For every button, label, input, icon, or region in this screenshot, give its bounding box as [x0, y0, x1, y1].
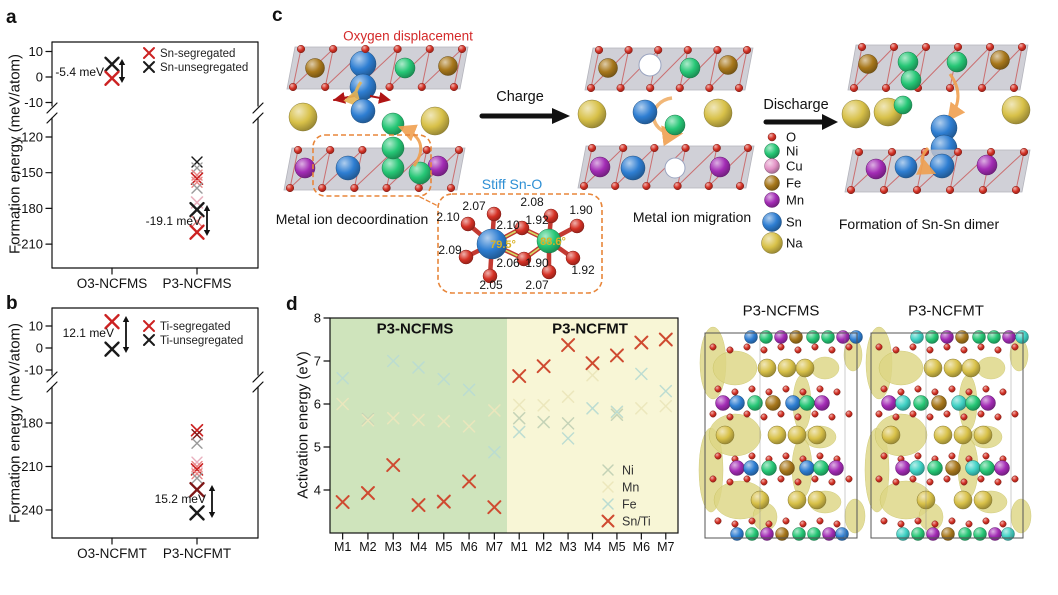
x-tick-label: M3 — [559, 540, 576, 554]
caption-metal-ion-migration: Metal ion migration — [632, 209, 752, 225]
legend-label: Cu — [786, 159, 803, 174]
legend-label: Sn-unsegregated — [160, 62, 248, 74]
y-tick-label: -210 — [17, 237, 43, 252]
legend-label: Fe — [786, 176, 801, 191]
legend-label: Fe — [622, 498, 637, 512]
legend-label: Mn — [622, 481, 639, 495]
bond-length-label: 2.06 — [496, 256, 520, 270]
annotation-delta-a2: -19.1 meV — [145, 214, 201, 228]
x-tick-label: O3-NCFMS — [77, 276, 148, 291]
caption-charge: Charge — [496, 89, 544, 105]
annotation-delta-b2: 15.2 meV — [154, 492, 206, 506]
y-tick-label: -240 — [17, 503, 43, 518]
x-tick-label: M1 — [334, 540, 351, 554]
legend-label: Sn/Ti — [622, 515, 651, 529]
panel-a-label: a — [6, 7, 17, 28]
legend-label: O — [786, 130, 796, 145]
bond-length-label: 2.10 — [496, 218, 520, 232]
x-tick-label: M7 — [486, 540, 503, 554]
x-tick-label: M7 — [657, 540, 674, 554]
bond-length-label: 2.05 — [479, 278, 503, 292]
panel-d-label: d — [286, 294, 298, 315]
group-title-p3-ncfmt: P3-NCFMT — [552, 320, 628, 338]
x-tick-label: M4 — [410, 540, 427, 554]
bond-length-label: 2.09 — [438, 243, 462, 257]
caption-stiff-sn-o: Stiff Sn-O — [481, 176, 543, 192]
y-tick-label: 10 — [29, 44, 43, 59]
charge-density-cell — [698, 326, 866, 541]
charge-density-cell — [864, 326, 1032, 541]
y-tick-label: -120 — [17, 130, 43, 145]
caption-metal-ion-decoordination: Metal ion decoordination — [275, 211, 429, 227]
bond-length-label: 1.92 — [525, 213, 549, 227]
y-tick-label: -150 — [17, 165, 43, 180]
panel-c-label: c — [272, 5, 283, 26]
panel-b-plot: 10 0 -10 -180 -210 -240 O3-NCFMT P3-NCFMT Ti-seg… — [17, 307, 264, 561]
y-tick-label: -180 — [17, 201, 43, 216]
panel-a-ylabel: Formation energy (meV/atom) — [6, 53, 24, 255]
y-tick-label: -180 — [17, 416, 43, 431]
group-title-p3-ncfms: P3-NCFMS — [376, 320, 454, 338]
y-tick-label: 6 — [314, 397, 321, 412]
x-tick-label: P3-NCFMT — [163, 546, 231, 561]
x-tick-label: P3-NCFMS — [162, 276, 231, 291]
structure-title-p3-ncfmt: P3-NCFMT — [908, 302, 984, 320]
x-tick-label: M4 — [584, 540, 601, 554]
y-tick-label: -210 — [17, 459, 43, 474]
y-tick-label: -10 — [24, 363, 43, 378]
legend-label: Mn — [786, 193, 804, 208]
legend-label: Na — [786, 236, 803, 251]
bond-length-label: 1.92 — [571, 263, 595, 277]
panel-c-structures — [283, 42, 1031, 214]
stiff-sn-o-inset: 2.102.07 2.081.902.10 1.922.092.06 1.90 1.92… — [436, 193, 603, 294]
x-tick-label: O3-NCFMT — [77, 546, 147, 561]
panel-d-plot: 4 5 6 7 8 M1 M2 M3 M4 M5 M6 M7 M1 M2 M3 M4 M5 M6 M7 Ni Mn Fe S… — [314, 311, 679, 554]
y-tick-label: -10 — [24, 95, 43, 110]
caption-oxygen-displacement: Oxygen displacement — [343, 28, 473, 44]
bond-angle-label: 88.6° — [540, 236, 566, 248]
panel-d-ylabel: Activation energy (eV) — [294, 351, 312, 499]
legend-label: Ti-unsegregated — [160, 335, 243, 347]
x-tick-label: M5 — [435, 540, 452, 554]
annotation-delta-b1: 12.1 meV — [62, 326, 114, 340]
x-tick-label: M3 — [385, 540, 402, 554]
legend-label: Ti-segregated — [160, 321, 231, 333]
x-tick-label: M2 — [535, 540, 552, 554]
panel-b-ylabel: Formation energy (meV/atom) — [6, 322, 24, 524]
panel-b-label: b — [6, 293, 18, 314]
y-tick-label: 0 — [36, 70, 43, 85]
bond-length-label: 2.07 — [462, 199, 486, 213]
legend-label: Ni — [622, 464, 634, 478]
x-tick-label: M2 — [359, 540, 376, 554]
x-tick-label: M6 — [633, 540, 650, 554]
y-tick-label: 10 — [29, 319, 43, 334]
legend-label: Sn — [786, 215, 802, 230]
y-tick-label: 4 — [314, 483, 321, 498]
bond-length-label: 1.90 — [569, 203, 593, 217]
legend-label: Sn-segregated — [160, 48, 235, 60]
y-tick-label: 0 — [36, 341, 43, 356]
bond-length-label: 1.90 — [525, 256, 549, 270]
caption-discharge: Discharge — [763, 97, 829, 113]
legend-label: Ni — [786, 144, 798, 159]
x-tick-label: M1 — [511, 540, 528, 554]
x-tick-label: M6 — [460, 540, 477, 554]
y-tick-label: 7 — [314, 354, 321, 369]
y-tick-label: 5 — [314, 440, 321, 455]
x-tick-label: M5 — [608, 540, 625, 554]
bond-length-label: 2.08 — [520, 195, 544, 209]
panel-a-plot: 10 0 -10 -120 -150 -180 -210 O3-NCFMS P3-NCFMS Sn… — [17, 41, 264, 291]
bond-length-label: 2.10 — [436, 210, 460, 224]
annotation-delta-a1: -5.4 meV — [55, 65, 104, 79]
structure-title-p3-ncfms: P3-NCFMS — [742, 302, 820, 320]
bond-length-label: 2.07 — [525, 278, 549, 292]
bond-angle-label: 79.5° — [490, 239, 516, 251]
y-tick-label: 8 — [314, 311, 321, 326]
caption-sn-sn-dimer: Formation of Sn-Sn dimer — [838, 216, 1000, 232]
